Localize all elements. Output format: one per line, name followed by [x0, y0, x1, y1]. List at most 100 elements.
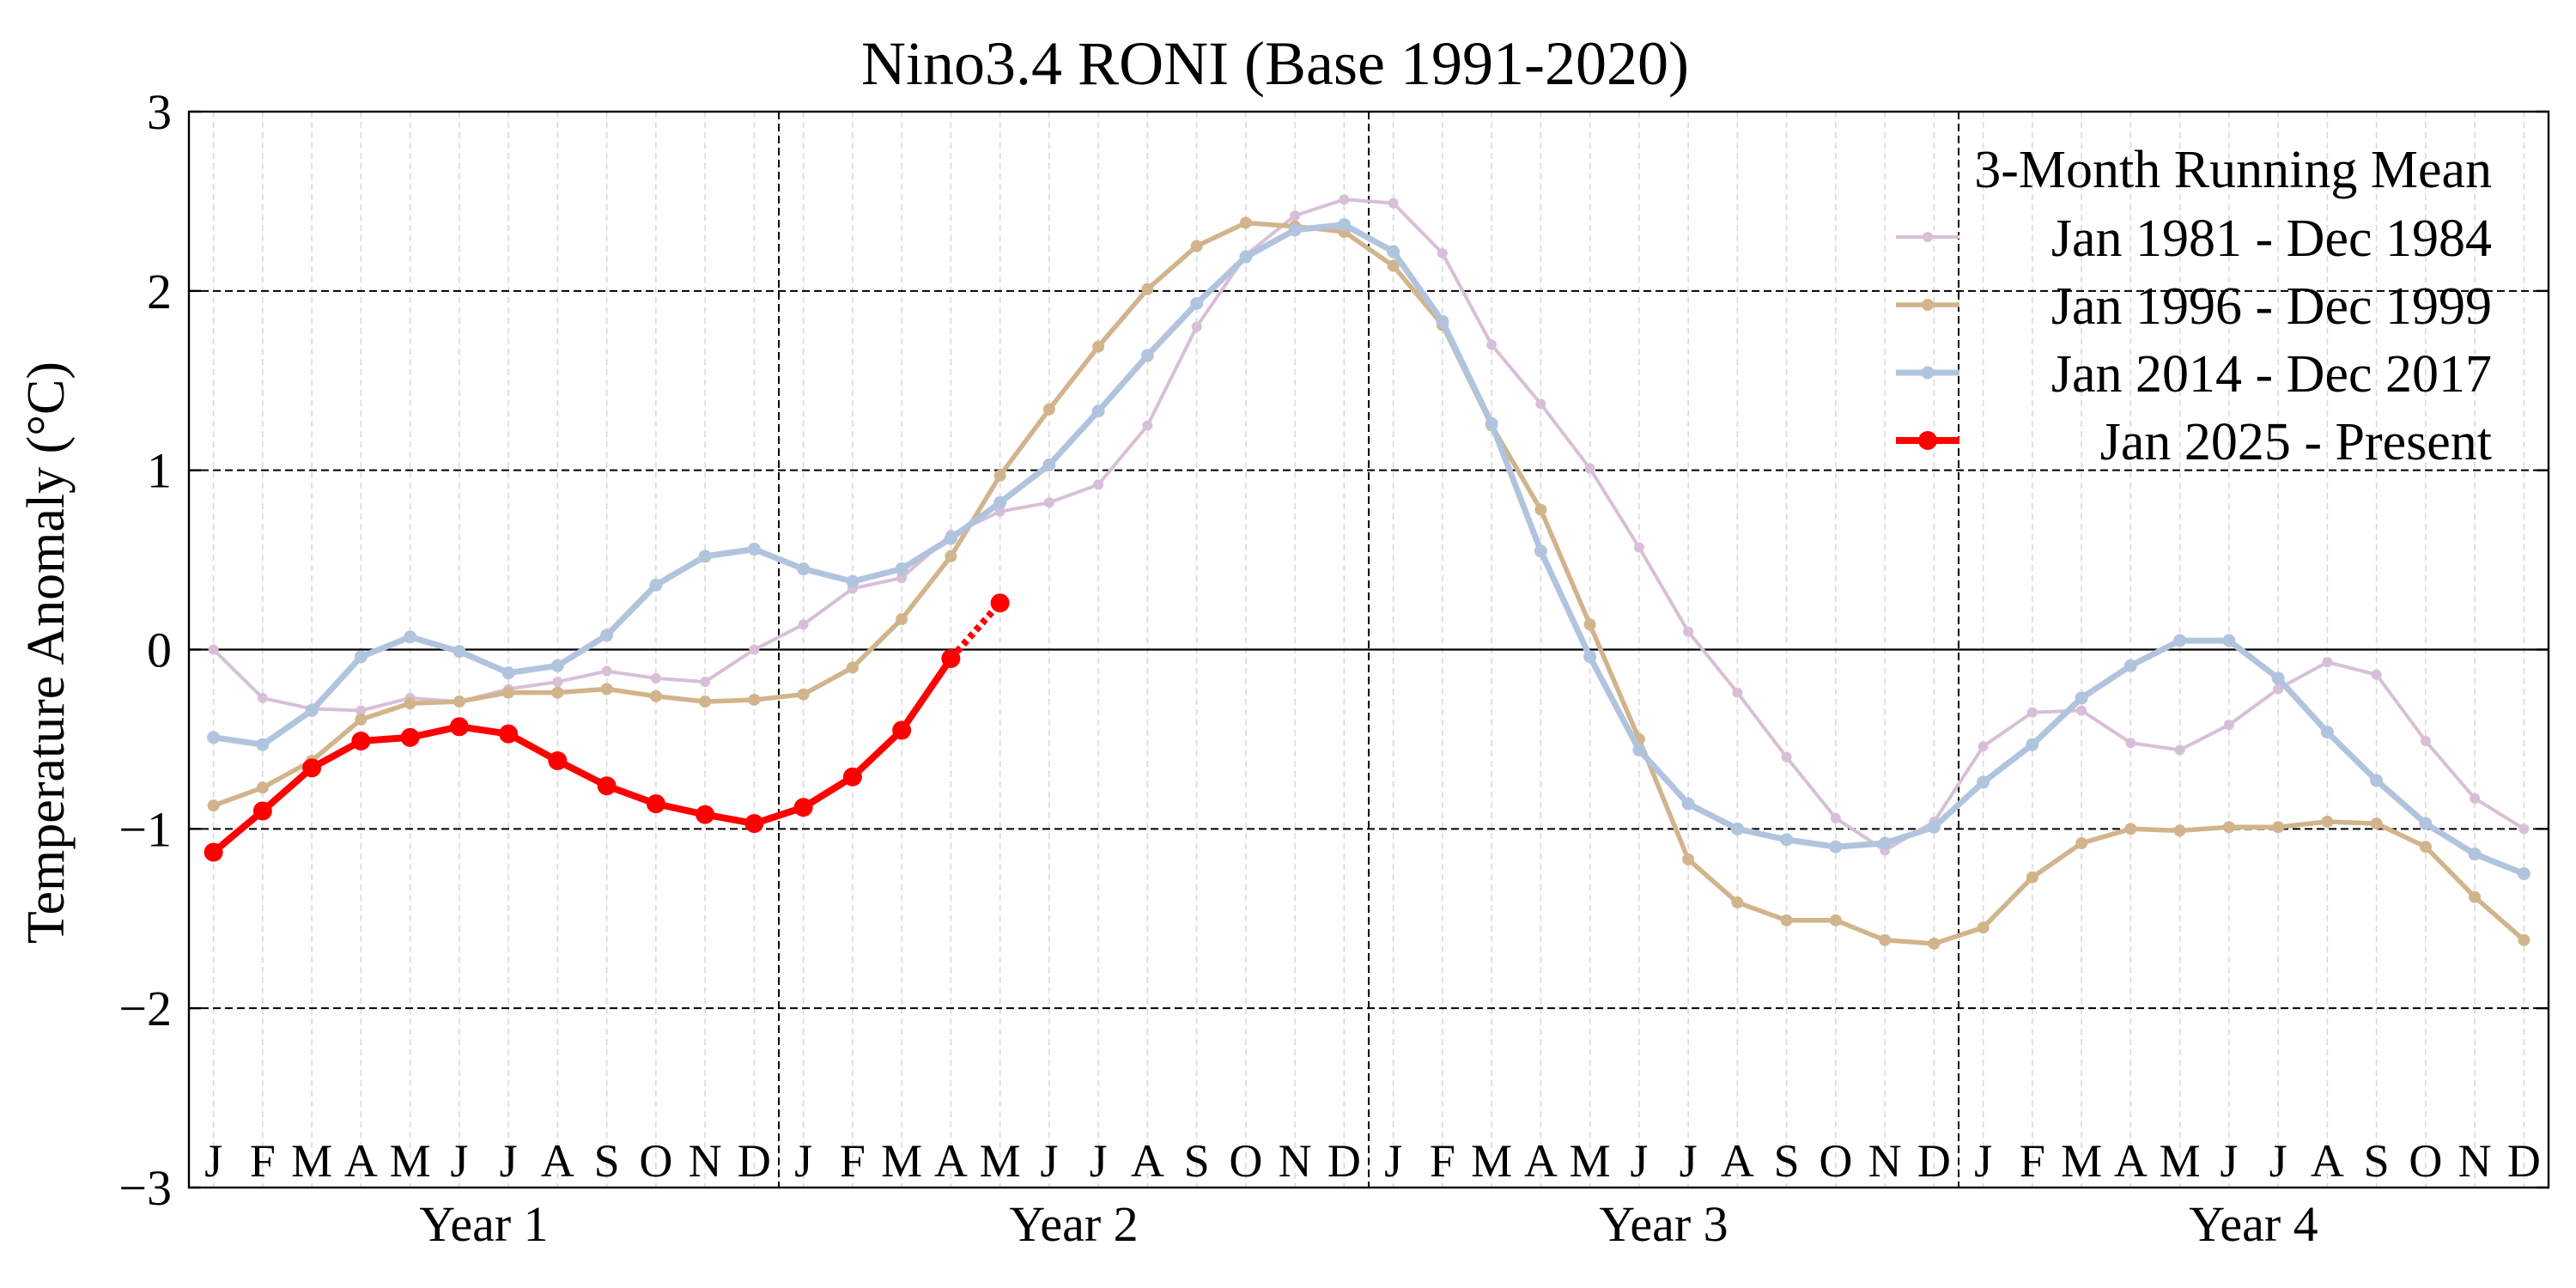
month-tick-label: J [500, 1135, 518, 1187]
month-tick-label: M [2061, 1135, 2102, 1187]
y-tick-label: −1 [118, 801, 172, 857]
data-point [798, 619, 809, 630]
data-point [994, 506, 1005, 517]
series-line [211, 197, 2526, 853]
data-point [548, 750, 568, 770]
month-tick-label: M [881, 1135, 922, 1187]
y-axis-label: Temperature Anomaly (°C) [17, 361, 76, 944]
data-point [993, 495, 1007, 509]
data-point [1337, 218, 1351, 232]
data-point [600, 683, 613, 696]
data-point [1732, 687, 1743, 698]
data-point [1829, 840, 1843, 854]
data-point [2026, 738, 2039, 751]
data-point [1142, 420, 1153, 431]
data-point [2075, 837, 2088, 850]
y-tick-label: −3 [118, 1160, 172, 1216]
y-tick-label: 3 [147, 84, 172, 140]
month-tick-label: N [2458, 1135, 2492, 1187]
data-point [1978, 741, 1989, 752]
data-point [747, 543, 761, 556]
legend-swatch-marker [1923, 232, 1933, 242]
data-point [646, 794, 665, 814]
month-tick-label: D [2507, 1135, 2541, 1187]
month-tick-label: J [1680, 1135, 1698, 1187]
data-point [993, 469, 1006, 482]
data-point [2222, 634, 2236, 647]
data-point [551, 686, 564, 699]
month-tick-label: S [1774, 1135, 1800, 1187]
month-tick-label: M [1471, 1135, 1512, 1187]
data-point [1288, 223, 1302, 237]
data-point [2272, 821, 2285, 834]
data-point [1633, 542, 1644, 553]
data-point [2468, 848, 2482, 861]
month-tick-label: O [1819, 1135, 1852, 1187]
y-tick-label: 0 [147, 623, 172, 678]
series-line [210, 220, 2527, 946]
data-point [1583, 650, 1597, 664]
data-point [1388, 197, 1399, 209]
data-point [944, 532, 957, 545]
data-point [207, 799, 220, 812]
month-tick-label: S [594, 1135, 620, 1187]
data-point [797, 562, 811, 576]
data-point [597, 776, 617, 796]
data-point [1485, 416, 1498, 430]
data-point [698, 550, 712, 563]
data-point [1632, 743, 1646, 756]
data-point [355, 713, 368, 726]
data-point [2222, 821, 2235, 834]
data-point [2420, 736, 2431, 747]
data-point [1534, 503, 1547, 516]
month-tick-label: S [1184, 1135, 1210, 1187]
data-point [256, 738, 270, 751]
data-point [1780, 914, 1793, 927]
data-point [1830, 812, 1841, 823]
data-point [2419, 841, 2432, 854]
data-point [1879, 933, 1892, 946]
data-point [1042, 403, 1055, 416]
data-point [354, 650, 368, 664]
y-tick-label: 1 [147, 443, 172, 499]
data-point [842, 767, 862, 787]
data-point [1387, 245, 1400, 258]
data-point [1534, 544, 1547, 558]
data-point [2419, 817, 2433, 830]
data-point [1437, 247, 1448, 258]
month-tick-label: F [2020, 1135, 2045, 1187]
data-point [1977, 775, 1990, 789]
month-tick-label: J [1040, 1135, 1058, 1187]
data-point [945, 550, 957, 562]
month-tick-label: J [2269, 1135, 2287, 1187]
legend-label: Jan 1996 - Dec 1999 [2051, 277, 2492, 336]
data-point [1239, 250, 1253, 264]
data-point [1878, 836, 1892, 850]
legend-label: Jan 2025 - Present [2100, 413, 2492, 471]
data-point [2026, 871, 2038, 884]
data-point [404, 697, 416, 710]
month-tick-label: F [250, 1135, 276, 1187]
data-point [355, 705, 367, 716]
month-tick-label: J [1630, 1135, 1648, 1187]
month-tick-label: A [934, 1135, 968, 1187]
month-tick-label: J [1384, 1135, 1402, 1187]
data-point [744, 814, 764, 834]
data-point [896, 572, 908, 583]
data-point [2320, 726, 2334, 739]
data-point [1977, 921, 1990, 934]
data-point [2223, 720, 2234, 731]
data-point [1093, 479, 1104, 490]
data-point [1829, 914, 1842, 927]
data-point [1781, 751, 1792, 762]
data-point [1583, 618, 1596, 631]
data-point [749, 644, 760, 655]
data-point [649, 578, 663, 592]
data-point [2518, 933, 2530, 946]
month-tick-label: N [689, 1135, 722, 1187]
data-point [2271, 671, 2285, 685]
data-point [1731, 896, 1744, 908]
series-4 [204, 593, 1010, 862]
